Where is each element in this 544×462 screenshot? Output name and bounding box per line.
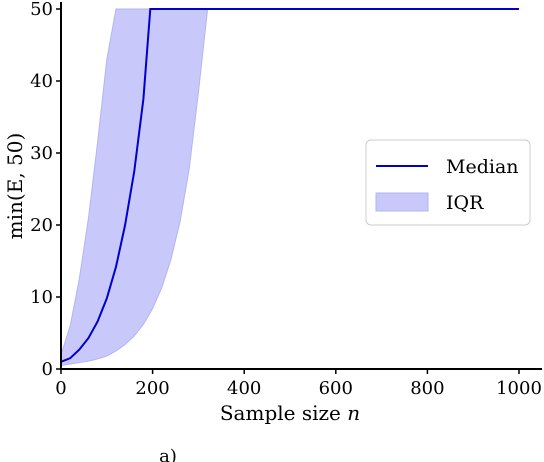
median-line: [60, 8, 519, 363]
x-tick-label: 600: [319, 378, 353, 399]
y-axis-title: min(E, 50): [3, 133, 27, 240]
y-tick-label: 20: [30, 215, 53, 236]
y-tick-label: 30: [30, 143, 53, 164]
x-tick-label: 800: [410, 378, 444, 399]
x-tick-label: 400: [227, 378, 261, 399]
y-tick-label: 40: [30, 71, 53, 92]
y-ticks: 0 10 20 30 40 50: [30, 0, 61, 380]
panel-caption: a): [159, 446, 177, 462]
legend-iqr-swatch: [375, 192, 429, 212]
x-ticks: 0 200 400 600 800 1000: [55, 369, 542, 399]
x-tick-label: 1000: [496, 378, 542, 399]
legend: Median IQR: [365, 139, 531, 226]
y-tick-label: 50: [30, 0, 53, 20]
plot-area: [60, 8, 519, 366]
x-tick-label: 0: [55, 378, 66, 399]
x-axis-title: Sample size n: [220, 401, 360, 425]
legend-iqr-label: IQR: [446, 192, 484, 214]
legend-median-label: Median: [446, 156, 519, 178]
y-tick-label: 10: [30, 287, 53, 308]
y-tick-label: 0: [42, 359, 53, 380]
x-tick-label: 200: [135, 378, 169, 399]
axes: 0 200 400 600 800 1000 0 10 20 30 40 50 Sample siz…: [3, 0, 542, 425]
